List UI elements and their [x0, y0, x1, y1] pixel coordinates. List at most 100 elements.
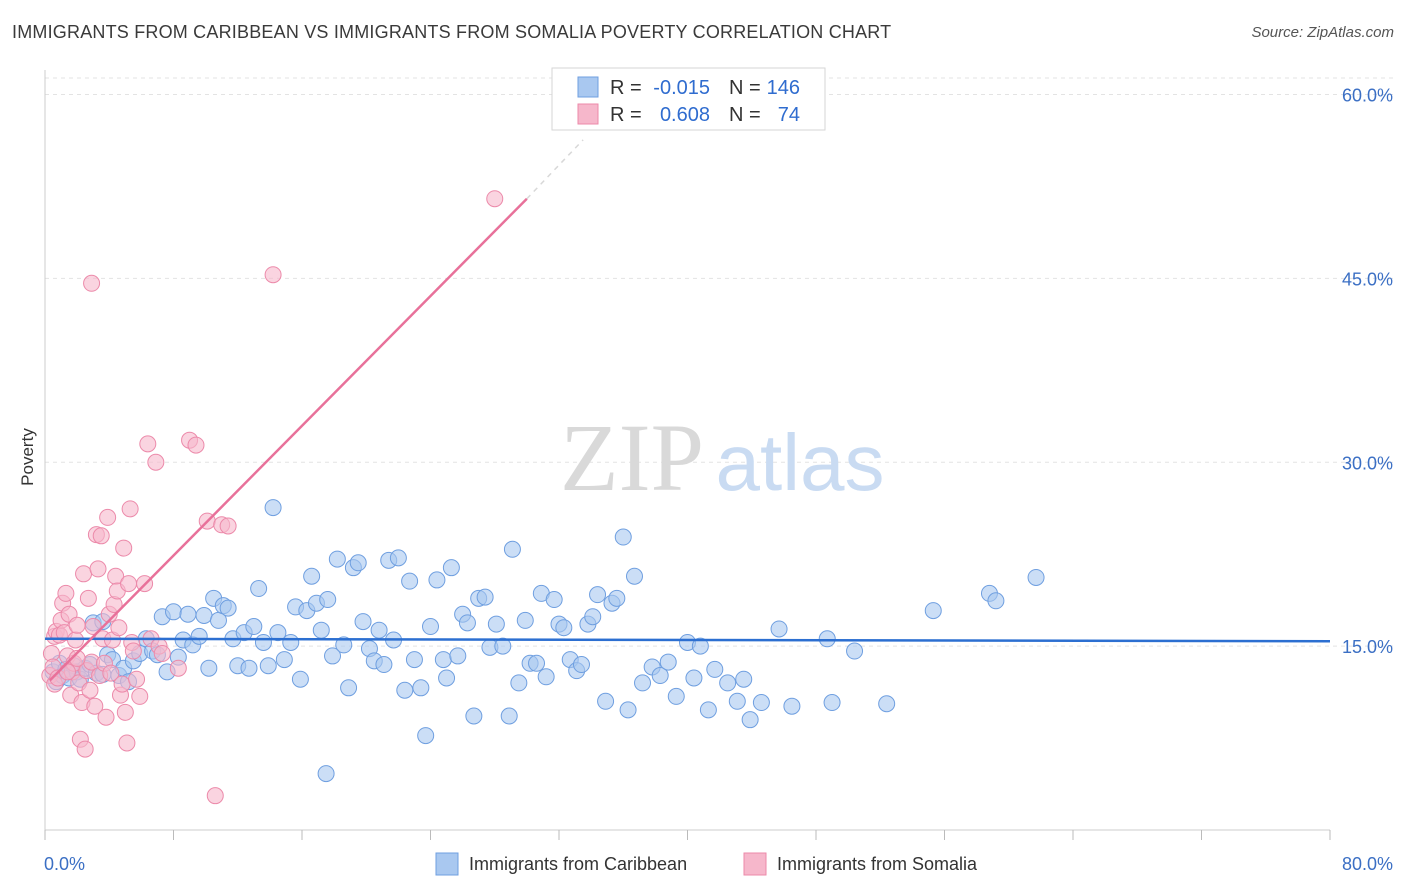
data-point — [706, 660, 724, 678]
data-point — [250, 580, 268, 598]
data-point — [84, 618, 102, 636]
watermark: ZIP atlas — [560, 404, 884, 511]
data-point — [328, 550, 346, 568]
data-point — [770, 620, 788, 638]
data-point — [75, 565, 93, 583]
data-point — [58, 663, 76, 681]
data-point — [823, 694, 841, 712]
data-point — [110, 619, 128, 637]
data-point — [752, 694, 770, 712]
data-point — [846, 642, 864, 660]
data-point — [405, 651, 423, 669]
data-point — [335, 636, 353, 654]
data-point — [139, 435, 157, 453]
data-point — [924, 602, 942, 620]
data-point — [634, 674, 652, 692]
y-axis-title: Poverty — [18, 428, 37, 486]
data-point — [121, 500, 139, 518]
data-point — [735, 670, 753, 688]
data-point — [89, 560, 107, 578]
data-point — [783, 697, 801, 715]
data-point — [503, 540, 521, 558]
data-point — [528, 654, 546, 672]
y-tick-label: 30.0% — [1342, 453, 1393, 473]
data-point — [699, 701, 717, 719]
x-tick-label-max: 80.0% — [1342, 854, 1393, 874]
data-point — [102, 664, 120, 682]
data-point — [264, 266, 282, 284]
data-point — [83, 274, 101, 292]
data-point — [555, 619, 573, 637]
data-point — [200, 659, 218, 677]
data-point — [691, 637, 709, 655]
data-point — [317, 765, 335, 783]
legend: R = -0.015 N = 146 R = 0.608 N = 74 — [551, 67, 826, 131]
y-tick-labels: 15.0% 30.0% 45.0% 60.0% — [1342, 86, 1393, 658]
data-point — [667, 687, 685, 705]
data-point — [254, 633, 272, 651]
grid — [45, 77, 1395, 647]
data-point — [79, 589, 97, 607]
y-tick-label: 60.0% — [1342, 86, 1393, 106]
data-point — [147, 453, 165, 471]
data-point — [340, 679, 358, 697]
data-point — [187, 436, 205, 454]
data-point — [719, 674, 737, 692]
data-point — [537, 668, 555, 686]
data-point — [685, 669, 703, 687]
data-point — [190, 627, 208, 645]
data-point — [97, 708, 115, 726]
data-point — [412, 679, 430, 697]
bottom-legend-caribbean: Immigrants from Caribbean — [469, 854, 687, 874]
data-point — [118, 734, 136, 752]
data-point — [76, 740, 94, 758]
data-point — [370, 621, 388, 639]
legend-swatch-caribbean — [577, 76, 599, 98]
data-point — [113, 675, 131, 693]
data-point — [319, 591, 337, 609]
data-point — [510, 674, 528, 692]
data-point — [131, 687, 149, 705]
data-point — [728, 692, 746, 710]
legend-n-label-2: N = — [729, 104, 761, 126]
data-point — [659, 653, 677, 671]
data-point — [324, 647, 342, 665]
legend-n-value-1: 146 — [767, 77, 800, 99]
data-point — [120, 575, 138, 593]
bottom-legend-somalia: Immigrants from Somalia — [777, 854, 978, 874]
data-point — [572, 656, 590, 674]
data-point — [487, 615, 505, 633]
trend-line-caribbean — [44, 637, 1331, 643]
data-point — [81, 681, 99, 699]
data-point — [375, 656, 393, 674]
data-point — [259, 657, 277, 675]
trend-line-somalia — [48, 197, 528, 682]
data-point — [165, 603, 182, 621]
data-point — [741, 711, 759, 729]
data-point — [486, 190, 504, 208]
data-point — [86, 697, 104, 715]
data-point — [291, 670, 309, 688]
trend-line-somalia-extension — [526, 139, 584, 200]
data-point — [449, 647, 467, 665]
data-point — [92, 527, 110, 545]
data-point — [264, 499, 282, 517]
data-point — [153, 644, 171, 662]
trend-lines — [44, 139, 1331, 682]
data-point — [434, 651, 452, 669]
data-point — [312, 621, 330, 639]
data-point — [584, 608, 602, 626]
watermark-zip: ZIP — [560, 404, 704, 511]
y-tick-label: 45.0% — [1342, 269, 1393, 289]
bottom-legend-swatch-somalia — [743, 852, 767, 876]
data-point — [245, 618, 263, 636]
data-point — [619, 701, 637, 719]
watermark-atlas: atlas — [716, 418, 885, 507]
data-point — [99, 508, 117, 526]
legend-n-value-2: 74 — [778, 104, 800, 126]
legend-r-label-1: R = — [610, 77, 642, 99]
data-point — [169, 659, 187, 677]
data-point — [465, 707, 483, 725]
data-point — [987, 592, 1005, 610]
data-point — [476, 588, 494, 606]
